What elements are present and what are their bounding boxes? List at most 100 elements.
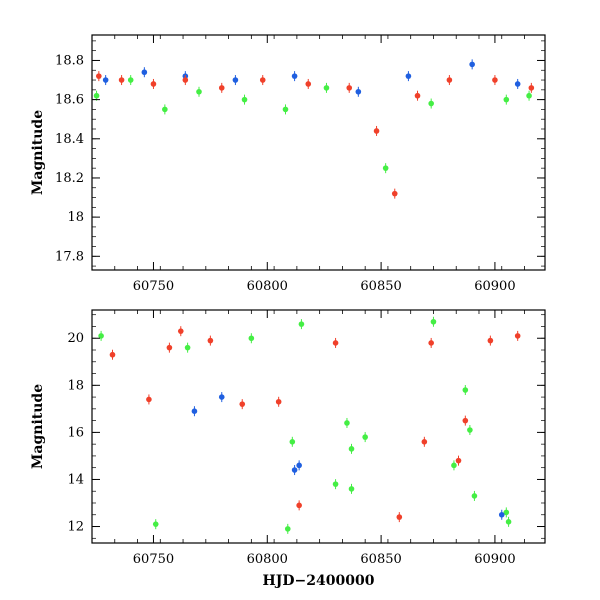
data-point-series-0-10 — [526, 92, 532, 99]
x-axis-label: HJD−2400000 — [263, 573, 375, 589]
data-point-series-1-3 — [232, 77, 239, 83]
data-point-series-2-15 — [514, 333, 521, 339]
data-point-series-0-3 — [196, 88, 202, 95]
data-point-series-0-15 — [467, 427, 473, 433]
data-point-series-0-6 — [323, 85, 330, 91]
x-tick-label: 60850 — [360, 552, 401, 567]
data-point-series-0-0 — [98, 333, 104, 339]
data-point-series-0-5 — [289, 438, 296, 445]
data-point-series-2-11 — [446, 77, 453, 83]
x-tick-label: 60800 — [247, 552, 288, 567]
data-point-series-2-5 — [259, 77, 266, 83]
data-point-series-0-1 — [152, 521, 159, 527]
data-point-series-0-11 — [362, 434, 368, 440]
y-tick-label: 14 — [67, 472, 84, 487]
y-tick-label: 18.8 — [55, 53, 84, 68]
data-point-series-0-3 — [248, 335, 255, 342]
data-point-series-0-13 — [451, 462, 457, 469]
data-point-series-0-9 — [503, 96, 510, 103]
data-point-series-1-1 — [141, 69, 148, 76]
data-point-series-1-0 — [102, 77, 109, 83]
data-point-series-2-3 — [177, 328, 184, 334]
bottom-panel: 60750 60800 60850 60900 12 14 16 18 20 Magnitude… — [30, 309, 546, 589]
data-point-series-1-1 — [218, 394, 225, 400]
data-point-series-2-11 — [428, 340, 434, 346]
data-point-series-2-12 — [455, 457, 462, 464]
y-tick-label: 20 — [67, 331, 84, 346]
x-tick-label: 60800 — [247, 279, 288, 294]
data-point-series-1-2 — [291, 467, 298, 473]
data-point-series-1-5 — [355, 88, 362, 95]
data-point-series-1-4 — [498, 511, 505, 518]
data-point-series-0-17 — [503, 509, 510, 516]
data-point-series-1-6 — [405, 73, 412, 79]
data-point-series-0-2 — [184, 344, 191, 351]
data-point-series-2-13 — [528, 85, 535, 91]
y-tick-label: 16 — [67, 425, 84, 440]
y-tick-label: 18.2 — [55, 171, 84, 186]
data-point-series-0-16 — [471, 493, 478, 499]
data-point-series-2-12 — [492, 77, 498, 83]
top-panel: 60750 60800 60850 60900 17.8 18 18.2 18.4 18.6 18… — [30, 34, 546, 294]
data-point-series-0-8 — [428, 100, 434, 107]
x-tick-label: 60750 — [133, 552, 174, 567]
y-tick-label: 18.6 — [55, 93, 84, 108]
data-point-series-0-18 — [505, 519, 512, 525]
data-point-series-1-7 — [469, 61, 475, 68]
bottom-data-points — [98, 316, 521, 534]
data-point-series-0-7 — [382, 165, 389, 171]
data-point-series-0-12 — [430, 318, 437, 325]
bottom-y-axis-label: Magnitude — [30, 384, 46, 469]
data-point-series-2-4 — [218, 85, 225, 91]
y-tick-label: 17.8 — [55, 249, 84, 264]
data-point-series-0-8 — [344, 420, 350, 426]
data-point-series-2-5 — [239, 401, 246, 407]
data-point-series-0-9 — [348, 486, 355, 492]
x-tick-label: 60750 — [133, 279, 174, 294]
bottom-axis-ticks: 60750 60800 60850 60900 12 14 16 18 20 — [67, 310, 545, 567]
x-tick-label: 60900 — [474, 552, 515, 567]
data-point-series-2-1 — [118, 77, 125, 83]
x-tick-label: 60900 — [474, 279, 515, 294]
data-point-series-2-7 — [296, 502, 302, 509]
data-point-series-0-0 — [93, 92, 100, 99]
data-point-series-0-4 — [284, 526, 291, 532]
data-point-series-2-14 — [487, 337, 494, 344]
data-point-series-2-7 — [346, 85, 353, 91]
data-point-series-2-9 — [396, 514, 403, 520]
data-point-series-2-2 — [150, 81, 157, 87]
data-point-series-2-6 — [305, 81, 312, 87]
data-point-series-0-6 — [298, 321, 305, 327]
y-tick-label: 18 — [67, 378, 84, 393]
data-point-series-2-8 — [373, 128, 380, 134]
data-point-series-1-4 — [291, 73, 298, 79]
top-axis-ticks: 60750 60800 60850 60900 17.8 18 18.2 18.4 18.6 18… — [55, 35, 545, 294]
data-point-series-2-1 — [146, 396, 152, 403]
data-point-series-0-2 — [162, 106, 168, 113]
data-point-series-0-14 — [462, 387, 469, 393]
data-point-series-0-5 — [282, 106, 289, 113]
data-point-series-1-3 — [296, 462, 302, 469]
data-point-series-2-9 — [391, 190, 398, 197]
top-data-points — [93, 59, 535, 199]
data-point-series-2-4 — [207, 337, 214, 344]
data-point-series-0-1 — [127, 77, 134, 83]
data-point-series-2-0 — [109, 351, 116, 358]
data-point-series-2-13 — [462, 417, 469, 424]
data-point-series-0-10 — [348, 446, 355, 452]
y-tick-label: 18 — [67, 210, 84, 225]
data-point-series-0-4 — [241, 96, 248, 103]
data-point-series-2-8 — [332, 340, 339, 346]
data-point-series-2-0 — [96, 73, 102, 79]
data-point-series-2-6 — [275, 398, 282, 405]
data-point-series-0-7 — [332, 481, 339, 487]
data-point-series-1-0 — [191, 408, 198, 415]
data-point-series-1-8 — [514, 81, 521, 87]
bottom-plot-frame — [91, 309, 546, 544]
y-tick-label: 12 — [67, 520, 84, 535]
top-plot-frame — [91, 34, 546, 271]
data-point-series-2-2 — [166, 344, 173, 351]
data-point-series-2-3 — [182, 77, 189, 83]
top-y-axis-label: Magnitude — [30, 110, 46, 195]
